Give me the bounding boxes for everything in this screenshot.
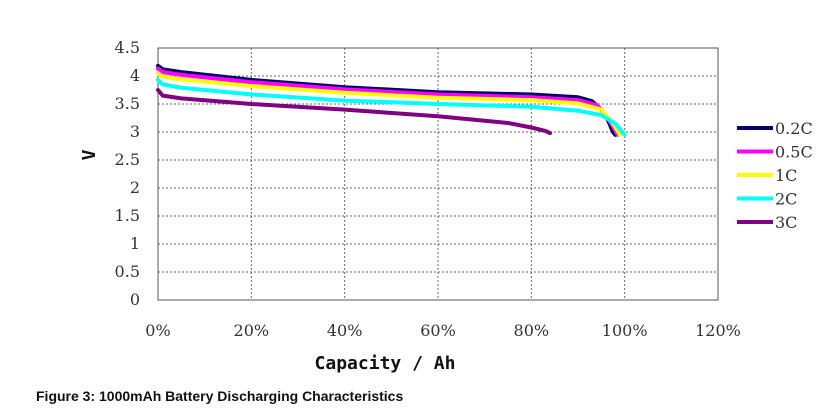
tick-labels: 0 0.5 1 1.5 2 2.5 3 3.5 4 4.5 0% 20% 40% 60% 80% 100% 12…	[115, 38, 741, 340]
x-tick-label: 60%	[420, 321, 456, 340]
y-tick-label: 0.5	[115, 262, 140, 281]
legend-label: 3C	[775, 213, 797, 232]
series-line	[156, 71, 622, 137]
y-tick-label: 0	[130, 290, 140, 309]
y-tick-label: 1.5	[115, 206, 140, 225]
figure-caption: Figure 3: 1000mAh Battery Discharging Ch…	[36, 388, 404, 404]
y-axis-title: V	[79, 149, 100, 160]
legend-label: 0.2C	[775, 119, 813, 138]
y-tick-label: 4.5	[115, 38, 140, 57]
x-tick-label: 120%	[695, 321, 741, 340]
y-tick-label: 2.5	[115, 150, 140, 169]
x-tick-label: 100%	[602, 321, 648, 340]
series-line	[156, 88, 552, 136]
y-tick-label: 3	[130, 122, 140, 141]
discharge-chart: 0 0.5 1 1.5 2 2.5 3 3.5 4 4.5 0% 20% 40% 60% 80% 100% 12…	[79, 38, 813, 374]
legend-label: 1C	[775, 166, 797, 185]
y-tick-label: 3.5	[115, 94, 140, 113]
x-tick-label: 0%	[145, 321, 170, 340]
x-tick-label: 80%	[514, 321, 550, 340]
y-tick-label: 1	[130, 234, 140, 253]
series-lines	[156, 63, 627, 137]
x-tick-label: 20%	[234, 321, 270, 340]
legend: 0.2C 0.5C 1C 2C 3C	[737, 119, 813, 232]
series-line	[156, 77, 627, 137]
x-tick-label: 40%	[327, 321, 363, 340]
x-axis-title: Capacity / Ah	[315, 353, 456, 374]
legend-label: 0.5C	[775, 143, 813, 162]
y-tick-label: 2	[130, 178, 140, 197]
legend-label: 2C	[775, 190, 797, 209]
y-tick-label: 4	[130, 66, 140, 85]
